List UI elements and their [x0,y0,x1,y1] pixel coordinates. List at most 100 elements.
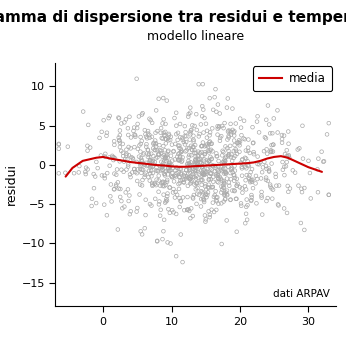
Point [85,148,90,153]
Point [173,174,179,179]
Point [156,152,161,157]
Point [159,135,164,141]
Point [141,161,147,167]
Point [187,176,193,182]
Point [183,173,188,179]
Point [196,134,201,139]
Point [202,172,207,177]
Point [142,172,148,177]
Point [198,188,204,194]
Point [204,192,210,198]
Point [188,132,193,137]
Point [150,183,155,189]
Point [210,149,215,154]
Point [166,161,172,167]
Point [161,163,166,168]
Point [109,199,114,204]
Point [221,149,226,155]
Point [231,173,237,178]
Point [202,181,208,187]
Point [192,142,198,148]
Point [216,125,221,130]
Point [201,167,206,173]
Point [161,117,166,122]
Point [262,159,267,165]
Point [166,148,171,153]
Point [224,176,230,181]
Point [160,167,165,173]
Point [176,170,182,175]
Point [165,135,171,141]
Point [111,157,116,163]
Point [164,152,170,157]
Point [269,161,274,166]
Point [135,178,140,184]
Point [260,169,265,175]
Point [170,190,176,195]
Point [191,137,196,143]
Point [236,137,242,143]
Point [242,183,248,189]
Point [113,182,119,187]
Point [190,148,195,153]
Point [226,180,231,185]
Point [117,133,122,138]
Point [147,135,152,141]
Point [169,174,175,180]
Point [213,109,219,114]
Point [268,148,274,153]
Point [182,123,188,129]
Point [117,138,122,143]
Point [179,148,184,153]
Point [168,134,174,140]
Point [190,213,195,219]
Point [287,186,293,191]
Point [164,98,170,103]
Point [106,115,111,121]
Point [183,129,188,135]
Point [203,216,209,222]
Point [151,153,156,159]
Point [144,135,150,141]
Point [199,143,204,149]
Point [207,158,212,164]
Point [160,179,166,184]
Point [286,141,291,147]
Point [233,147,238,152]
Point [239,133,244,138]
Point [207,173,212,179]
Point [220,160,225,165]
Point [250,124,255,130]
Point [162,173,168,178]
Point [224,154,229,159]
Point [164,193,170,199]
Point [222,120,227,126]
Point [232,163,237,169]
Point [178,198,183,204]
Point [201,158,206,164]
Point [104,133,109,139]
Point [203,219,208,224]
Point [126,162,131,167]
Point [205,190,211,195]
Point [148,164,154,169]
Point [224,105,230,110]
Point [162,156,167,161]
Point [228,154,234,160]
Point [243,156,249,161]
Point [270,187,276,192]
Point [228,132,234,137]
Point [201,157,207,162]
Point [126,132,131,138]
Point [302,185,307,191]
Point [251,151,257,157]
Point [177,158,183,163]
Point [212,163,218,169]
Point [209,167,215,172]
Point [266,166,272,171]
Point [217,124,222,129]
Point [320,159,326,165]
Point [215,132,220,137]
Point [156,96,162,102]
Point [169,142,175,148]
